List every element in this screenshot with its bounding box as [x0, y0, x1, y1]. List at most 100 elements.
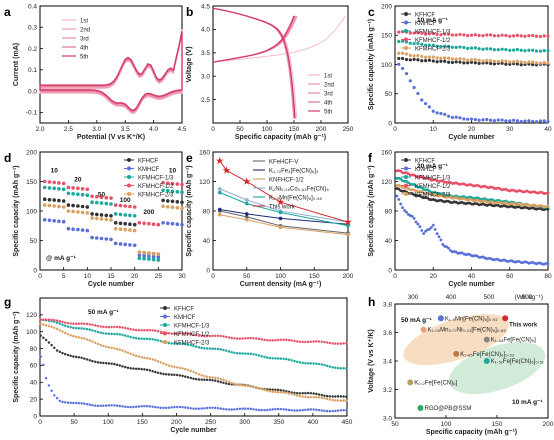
data-point-KFMHCF-1/3 [469, 46, 474, 50]
data-point-KFMHCF-2/3 [66, 332, 70, 336]
data-point-KFMHCF-2/3 [534, 61, 539, 65]
data-point-KFMHCF-2/3 [102, 344, 105, 348]
data-point-KFMHCF-2/3 [397, 51, 401, 55]
data-point-KFMHCF-2/3 [301, 395, 304, 398]
data-point-KFMHCF-1/2 [88, 323, 92, 326]
data-point-KFMHCF-2/3 [249, 384, 253, 388]
data-point-KFMHCF-2/3 [227, 380, 231, 384]
data-point-KFMHCF-1/3 [88, 328, 92, 331]
data-point-KMHCF [304, 408, 307, 412]
data-point-KFMHCF-1/2 [492, 34, 497, 38]
top-axis-tick-label: 600 [522, 294, 533, 301]
data-point-KFMHCF-2/3 [233, 382, 236, 386]
rate-point-KFHCF [52, 198, 56, 202]
data-point-KFMHCF-1/3 [446, 44, 451, 49]
rate-point-KFMHCF-2/3 [99, 217, 104, 221]
x-tick-label: 0 [393, 126, 397, 133]
data-point-KFMHCF-1/2 [118, 325, 122, 329]
rate-point-KMHCF [170, 221, 175, 226]
panel-letter: a [4, 5, 11, 19]
x-tick-label: 200 [171, 419, 182, 426]
x-axis-label: Specific capacity (mAh g⁻¹) [235, 134, 326, 141]
data-point-KFMHCF-1/3 [334, 366, 337, 370]
y-tick-label: 3.0 [383, 415, 392, 422]
data-point-KMHCF [170, 406, 173, 409]
data-point-KMHCF [405, 210, 408, 214]
data-point-KFMHCF-1/2 [249, 336, 253, 340]
data-point-KMHCF [159, 406, 163, 410]
star-marker [222, 166, 231, 174]
data-point-KFMHCF-1/2 [439, 33, 443, 37]
y-axis-label: Voltage (V vs K⁺/K) [368, 329, 375, 392]
rate-point-KFMHCF-2/3 [137, 250, 142, 255]
y-tick-label: 80 [203, 208, 211, 215]
rate-point-KFHCF [180, 200, 184, 205]
data-point-KFHCF [74, 355, 78, 359]
material-point [417, 405, 424, 411]
data-point-KFMHCF-1/3 [542, 48, 546, 53]
data-point-KFMHCF-1/3 [178, 342, 182, 346]
rate-point-KMHCF [57, 219, 61, 224]
data-point-KFMHCF-2/3 [257, 387, 261, 390]
rate-label: 100 [120, 197, 131, 204]
data-point-KFMHCF-2/3 [205, 375, 209, 378]
data-point-KMHCF [88, 403, 92, 406]
data-point-KMHCF [126, 405, 130, 409]
x-tick-label: 40 [468, 273, 476, 280]
data-point-KMHCF [466, 117, 470, 121]
x-tick-label: 0 [211, 273, 215, 280]
data-point-KMHCF [271, 408, 274, 411]
data-point-KFMHCF-1/2 [531, 33, 535, 38]
data-point-KMHCF [334, 409, 337, 413]
data-point-KFMHCF-1/2 [189, 332, 193, 336]
data-point-KFHCF [345, 395, 348, 398]
data-point-KFMHCF-1/3 [306, 362, 310, 365]
data-point-KMHCF [115, 404, 119, 407]
data-point-KFMHCF-1/3 [222, 348, 225, 352]
rate-point-KFMHCF-1/3 [42, 185, 47, 190]
y-tick-label: 100 [381, 62, 392, 69]
legend-label: KFMHCF-2/3 [415, 192, 451, 198]
data-point-KFHCF [412, 57, 416, 62]
data-point-KFHCF [214, 379, 217, 382]
data-point-KFMHCF-2/3 [306, 395, 310, 399]
plot-frame [212, 5, 349, 124]
x-axis-label: Specific capacity (mAh g⁻¹) [426, 429, 517, 436]
data-point-KMHCF [309, 408, 313, 411]
data-point-KMHCF [178, 405, 182, 409]
data-point-KFMHCF-1/3 [129, 335, 132, 339]
panel-c: 0 10 20 30 40 0 50 100 150 200 Cycle number Specifi… [368, 3, 552, 141]
data-point-KFMHCF-1/2 [42, 318, 45, 321]
data-point-KFMHCF-1/2 [301, 340, 304, 344]
rate-point-KFMHCF-2/3 [118, 227, 123, 231]
data-point-KFHCF [178, 374, 182, 377]
data-point-KFMHCF-2/3 [151, 358, 154, 361]
rate-point-KFHCF [99, 213, 104, 217]
data-point-KFMHCF-1/2 [227, 336, 231, 339]
data-point-KFMHCF-1/2 [181, 332, 184, 335]
data-point-KMHCF [50, 389, 53, 392]
data-point-KFMHCF-2/3 [458, 57, 462, 61]
data-point-KFMHCF-2/3 [61, 330, 64, 333]
x-tick-label: 50 [236, 126, 244, 133]
data-point-KFMHCF-1/3 [508, 48, 512, 52]
data-point-KFMHCF-1/2 [342, 342, 345, 345]
data-point-KFMHCF-1/3 [194, 345, 198, 348]
rate-point-KFHCF [71, 203, 75, 208]
discharge-curve-5th [212, 7, 296, 119]
data-point-KFHCF [47, 341, 51, 344]
data-point-KMHCF [162, 406, 165, 410]
rate-label: 50 [98, 191, 106, 198]
data-point-KFMHCF-1/3 [200, 346, 203, 350]
x-tick-label: 150 [309, 273, 320, 280]
data-point-KFMHCF-2/3 [107, 346, 111, 349]
x-tick-label: 0 [393, 273, 397, 280]
data-point-KMHCF [200, 407, 203, 410]
data-point-KFMHCF-1/2 [132, 328, 135, 331]
rate-point-KFMHCF-2/3 [123, 227, 127, 232]
data-point-KFMHCF-1/2 [208, 334, 212, 338]
data-point-KFMHCF-1/3 [203, 347, 206, 350]
rate-point-KFMHCF-1/2 [147, 221, 151, 226]
legend-marker [163, 323, 167, 327]
data-point-KFMHCF-1/2 [306, 340, 310, 344]
